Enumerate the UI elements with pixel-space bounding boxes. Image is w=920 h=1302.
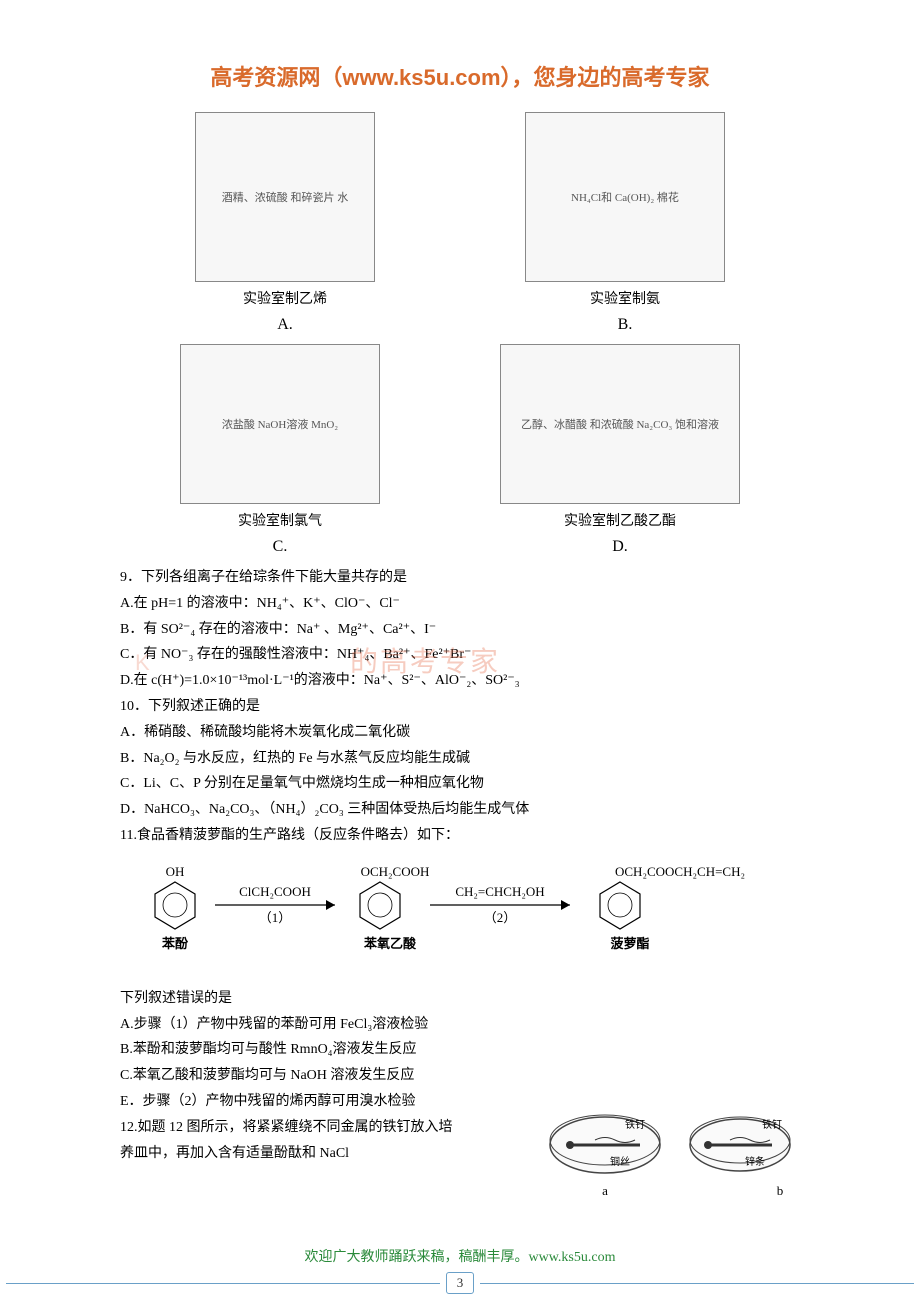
figure-row-2: 浓盐酸 NaOH溶液 MnO₂ 实验室制氯气 C. 乙醇、冰醋酸 和浓硫酸 Na… [120,344,800,556]
q11-B: B.苯酚和菠萝酯均可与酸性 RmnO₄溶液发生反应 [120,1038,800,1062]
figure-C-label: C. [273,538,288,556]
figure-D: 乙醇、冰醋酸 和浓硫酸 Na₂CO₃ 饱和溶液 实验室制乙酸乙酯 D. [500,344,740,556]
nail-b-head [704,1141,712,1149]
benzene-2 [360,882,400,929]
reaction-svg: OH 苯酚 ClCH₂COOH （1） OCH₂COOH 苯氧乙酸 CH₂=CH… [120,862,800,972]
benzene-1 [155,882,195,929]
rx-n3-top: OCH₂COOCH₂CH=CH₂ [615,864,745,879]
q10-stem: 10．下列叙述正确的是 [120,695,800,719]
figure-A-box: 酒精、浓硫酸 和碎瓷片 水 [195,112,375,282]
tag-b-2: 锌条 [745,1155,765,1168]
arrow-2-head [561,900,570,910]
figure-A-label: A. [277,316,293,334]
benzene-3-ring [608,893,632,917]
rx-n2-name: 苯氧乙酸 [363,936,417,951]
q12-svg: 铁钉 铜丝 a 铁钉 锌条 b [540,1090,800,1210]
benzene-1-ring [163,893,187,917]
figure-A-caption: 实验室制乙烯 [243,288,327,308]
rx-a1-top: ClCH₂COOH [239,884,311,899]
figure-B: NH₄Cl和 Ca(OH)₂ 棉花 实验室制氨 B. [525,112,725,334]
page-header: 高考资源网（www.ks5u.com），您身边的高考专家 [120,60,800,92]
figure-D-caption: 实验室制乙酸乙酯 [564,510,676,530]
rx-n1-name: 苯酚 [161,936,189,951]
figure-B-box: NH₄Cl和 Ca(OH)₂ 棉花 [525,112,725,282]
page-number: 3 [446,1272,475,1294]
figure-B-label: B. [618,316,633,334]
q9-B: B．有 SO²⁻₄ 存在的溶液中：Na⁺ 、Mg²⁺、Ca²⁺、I⁻ [120,618,800,642]
figure-C: 浓盐酸 NaOH溶液 MnO₂ 实验室制氯气 C. [180,344,380,556]
dish-b-label: b [777,1183,784,1198]
benzene-2-ring [368,893,392,917]
dish-a-label: a [602,1183,608,1198]
rx-n3-name: 菠萝酯 [610,936,649,951]
tag-a-2: 铜丝 [610,1156,630,1168]
tag-a-1: 铁钉 [625,1118,645,1131]
q10-B: B．Na₂O₂ 与水反应，红热的 Fe 与水蒸气反应均能生成碱 [120,747,800,771]
q11-A: A.步骤（1）产物中残留的苯酚可用 FeCl₃溶液检验 [120,1013,800,1037]
figure-B-caption: 实验室制氨 [590,288,660,308]
rx-a2-top: CH₂=CHCH₂OH [455,884,544,899]
q12-figures: 铁钉 铜丝 a 铁钉 锌条 b [540,1090,800,1215]
rx-a1-bot: （1） [259,910,292,925]
q9-C: C．有 NO⁻₃ 存在的强酸性溶液中：NH⁺₄、Ba²⁺、Fe²⁺Br⁻ [120,643,800,667]
q9-A: A.在 pH=1 的溶液中：NH₄⁺、K⁺、ClO⁻、Cl⁻ [120,592,800,616]
page-footer: 欢迎广大教师踊跃来稿，稿酬丰厚。www.ks5u.com [0,1246,920,1266]
tag-b-1: 铁钉 [762,1118,782,1131]
q9-D: D.在 c(H⁺)=1.0×10⁻¹³mol·L⁻¹的溶液中：Na⁺、S²⁻、A… [120,669,800,693]
q10-C: C．Li、C、P 分别在足量氧气中燃烧均生成一种相应氧化物 [120,772,800,796]
arrow-1-head [326,900,335,910]
figure-row-1: 酒精、浓硫酸 和碎瓷片 水 实验室制乙烯 A. NH₄Cl和 Ca(OH)₂ 棉… [120,112,800,334]
page-line-left [6,1283,440,1284]
rx-n2-top: OCH₂COOH [361,864,430,879]
rx-a2-bot: （2） [484,910,517,925]
rx-n1-top: OH [166,864,185,879]
q10-A: A．稀硝酸、稀硫酸均能将木炭氧化成二氧化碳 [120,721,800,745]
figure-A: 酒精、浓硫酸 和碎瓷片 水 实验室制乙烯 A. [195,112,375,334]
figure-C-caption: 实验室制氯气 [238,510,322,530]
reaction-scheme: OH 苯酚 ClCH₂COOH （1） OCH₂COOH 苯氧乙酸 CH₂=CH… [120,862,800,977]
nail-a-head [566,1141,574,1149]
q11-post: 下列叙述错误的是 [120,987,800,1011]
benzene-3 [600,882,640,929]
q10-D: D．NaHCO₃、Na₂CO₃、（NH₄）₂CO₃ 三种固体受热后均能生成气体 [120,798,800,822]
q9-stem: 9．下列各组离子在给琮条件下能大量共存的是 [120,566,800,590]
page-number-wrap: 3 [0,1272,920,1294]
figure-C-box: 浓盐酸 NaOH溶液 MnO₂ [180,344,380,504]
figure-D-box: 乙醇、冰醋酸 和浓硫酸 Na₂CO₃ 饱和溶液 [500,344,740,504]
figure-D-label: D. [612,538,628,556]
q11-C: C.苯氧乙酸和菠萝酯均可与 NaOH 溶液发生反应 [120,1064,800,1088]
page-line-right [480,1283,914,1284]
q11-stem: 11.食品香精菠萝酯的生产路线（反应条件略去）如下： [120,824,800,848]
